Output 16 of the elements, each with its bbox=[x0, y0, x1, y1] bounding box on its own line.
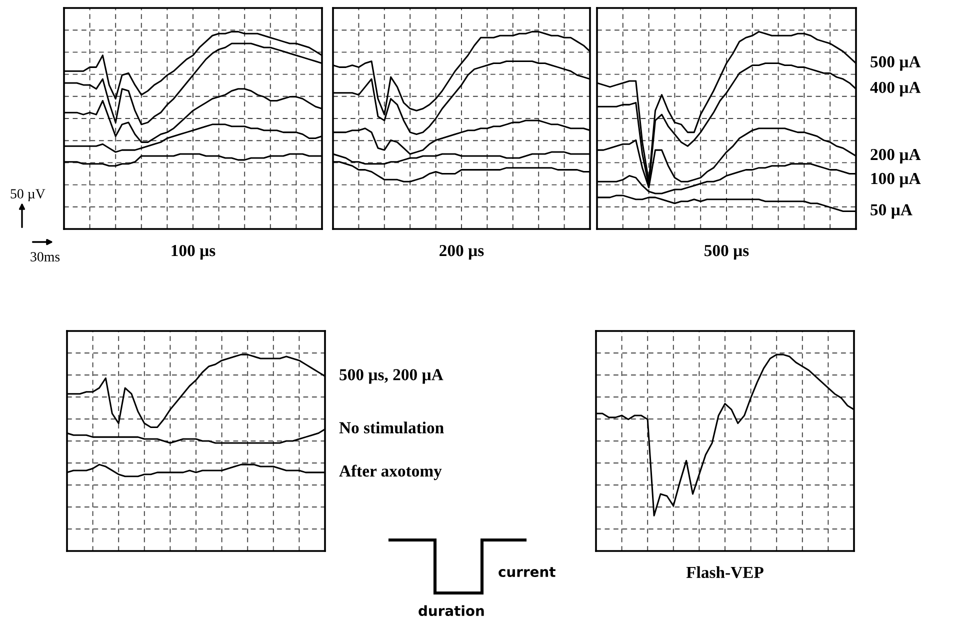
text: 100 µs bbox=[172, 244, 216, 260]
series-label: 100 µA bbox=[871, 172, 921, 188]
series-label: 500 µs, 200 µA bbox=[340, 369, 444, 384]
series-label: 400 µA bbox=[870, 82, 921, 96]
text: 500 µs bbox=[704, 244, 749, 260]
series-label: No stimulation bbox=[339, 422, 444, 434]
text: 50 µV bbox=[10, 189, 46, 202]
series-label: 50 µA bbox=[870, 204, 912, 219]
text: current bbox=[498, 567, 556, 578]
series-label: After axotomy bbox=[339, 464, 442, 480]
text: 200 µs bbox=[440, 244, 484, 260]
series-label: 200 µA bbox=[870, 148, 921, 164]
text: duration bbox=[418, 605, 484, 616]
text: Flash-VEP bbox=[686, 566, 764, 578]
series-label: 500 µA bbox=[870, 56, 921, 71]
text: 30ms bbox=[30, 252, 60, 262]
